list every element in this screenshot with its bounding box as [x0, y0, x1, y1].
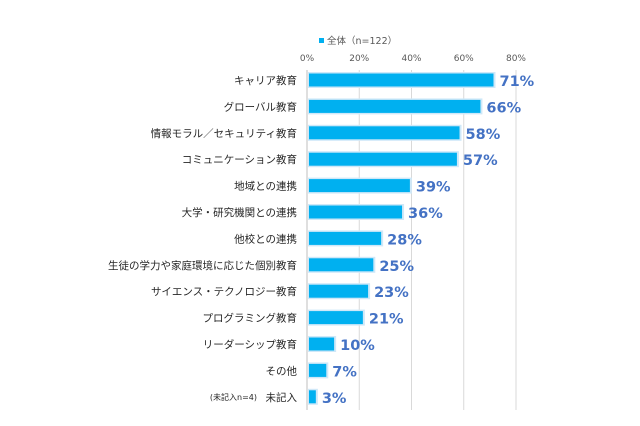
data-label: 58% — [466, 127, 501, 143]
data-label: 57% — [463, 153, 498, 169]
category-label: キャリア教育 — [234, 74, 297, 87]
bar — [309, 152, 457, 166]
bar — [309, 126, 460, 140]
data-label: 36% — [408, 206, 443, 222]
bar — [309, 363, 327, 377]
bar — [309, 99, 481, 113]
category-label: 生徒の学力や家庭環境に応じた個別教育 — [108, 259, 297, 272]
category-label: 他校との連携 — [234, 232, 297, 245]
bar — [309, 258, 374, 272]
data-label: 7% — [332, 364, 357, 380]
category-label: 地域との連携 — [234, 180, 297, 193]
data-label: 3% — [322, 391, 347, 407]
category-label: その他 — [266, 364, 298, 377]
legend-label: 全体（n=122） — [327, 35, 397, 47]
data-label: 71% — [499, 74, 534, 90]
annotation: (未記入n=4) — [210, 392, 257, 402]
category-label: コミュニケーション教育 — [182, 153, 297, 166]
category-label: サイエンス・テクノロジー教育 — [151, 285, 297, 298]
data-label: 23% — [374, 285, 409, 301]
tick-label: 60% — [454, 54, 474, 64]
data-label: 66% — [486, 100, 521, 116]
bar — [309, 337, 335, 351]
category-label: プログラミング教育 — [203, 312, 298, 325]
bar — [309, 205, 403, 219]
bar — [309, 311, 363, 325]
tick-label: 80% — [506, 54, 526, 64]
category-label: 大学・研究機関との連携 — [182, 206, 297, 219]
tick-label: 40% — [401, 54, 421, 64]
data-label: 25% — [379, 259, 414, 275]
bar — [309, 179, 410, 193]
data-label: 21% — [369, 312, 404, 328]
category-label: リーダーシップ教育 — [203, 338, 297, 351]
tick-label: 0% — [300, 54, 315, 64]
data-label: 10% — [340, 338, 375, 354]
category-label: グローバル教育 — [224, 100, 297, 113]
category-label: 未記入 — [266, 391, 298, 404]
bar — [309, 73, 494, 87]
category-label: 情報モラル／セキュリティ教育 — [151, 127, 297, 140]
legend-swatch — [319, 38, 324, 43]
data-label: 28% — [387, 232, 422, 248]
bar — [309, 390, 316, 404]
bar — [309, 231, 382, 245]
tick-label: 20% — [349, 54, 369, 64]
data-label: 39% — [416, 180, 451, 196]
bar — [309, 284, 369, 298]
